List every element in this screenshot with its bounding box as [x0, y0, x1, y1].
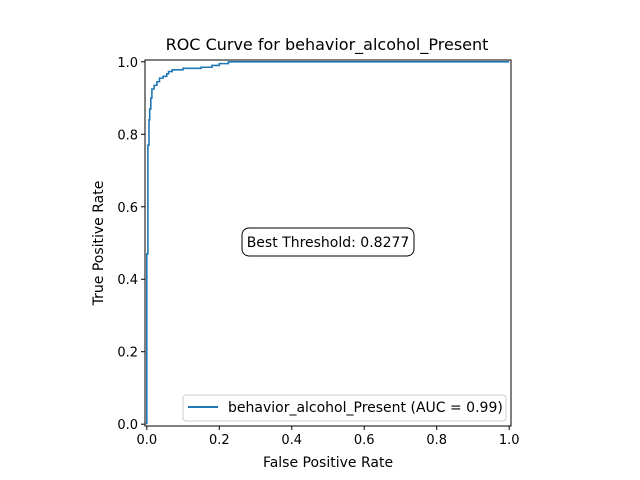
x-tick-label: 0.4 — [281, 433, 302, 448]
plot-frame — [144, 59, 512, 427]
y-tick-label: 0.6 — [117, 201, 138, 216]
legend-box — [182, 394, 507, 422]
series-layer — [146, 61, 510, 425]
y-axis-label: True Positive Rate — [91, 181, 107, 307]
y-tick-label: 0.0 — [117, 418, 138, 433]
annotation-box — [241, 227, 415, 257]
plot-area: 0.0 0.2 0.4 0.6 0.8 1.0 0.0 0.2 0.4 0.6 0.8 1.0 — [117, 56, 519, 448]
legend-label: behavior_alcohol_Present (AUC = 0.99) — [228, 400, 503, 416]
y-tick-label: 0.4 — [117, 273, 138, 288]
x-tick-label: 1.0 — [499, 433, 520, 448]
y-tick-label: 0.8 — [117, 128, 138, 143]
x-axis-label: False Positive Rate — [263, 455, 393, 471]
x-tick-label: 0.0 — [136, 433, 157, 448]
annotation-text: Best Threshold: 0.8277 — [247, 235, 410, 251]
best-threshold-annotation: Best Threshold: 0.8277 — [241, 227, 415, 257]
x-tick-label: 0.8 — [426, 433, 447, 448]
y-axis-ticks: 0.0 0.2 0.4 0.6 0.8 1.0 — [117, 56, 145, 433]
y-tick-label: 0.2 — [117, 346, 138, 361]
x-axis-ticks: 0.0 0.2 0.4 0.6 0.8 1.0 — [136, 426, 520, 448]
legend: behavior_alcohol_Present (AUC = 0.99) — [182, 394, 507, 422]
x-tick-label: 0.6 — [354, 433, 375, 448]
y-tick-label: 1.0 — [117, 56, 138, 71]
chart-title: ROC Curve for behavior_alcohol_Present — [166, 35, 489, 55]
roc-curve-line — [146, 61, 510, 425]
x-tick-label: 0.2 — [209, 433, 230, 448]
